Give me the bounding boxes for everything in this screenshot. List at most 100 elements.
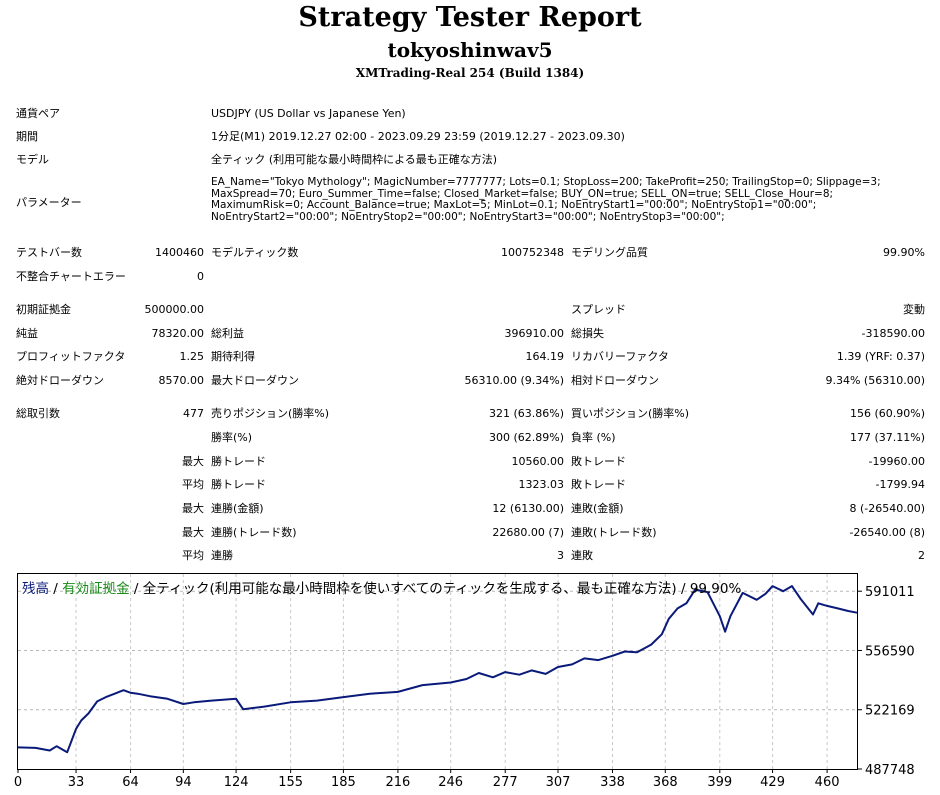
gross-loss-value: -318590.00 (861, 327, 925, 340)
avg-loss-label: 敗トレード (571, 478, 626, 491)
quality-value: 99.90% (883, 246, 925, 259)
x-tick-label: 460 (815, 775, 840, 790)
bars-label: テストバー数 (16, 246, 82, 259)
max-consec-wins-label: 連勝(金額) (211, 502, 264, 515)
x-tick-label: 0 (14, 775, 22, 790)
max-consec-wins-value: 12 (6130.00) (492, 502, 564, 515)
x-tick-label: 246 (438, 775, 463, 790)
max-consec-losses-value: 8 (-26540.00) (849, 502, 925, 515)
deposit-value: 500000.00 (144, 303, 205, 316)
short-value: 321 (63.86%) (488, 407, 564, 420)
gross-loss-label: 総損失 (571, 327, 604, 340)
abs-dd-value: 8570.00 (158, 374, 205, 387)
x-tick-label: 429 (760, 775, 785, 790)
chart-grid (18, 574, 857, 769)
max-consec-loss-label: 連敗(トレード数) (571, 526, 657, 539)
symbol-label: 通貨ペア (16, 107, 60, 120)
spread-label: スプレッド (571, 303, 626, 316)
params-line: MaximumRisk=0; Account_Balance=true; Max… (211, 199, 817, 211)
deposit-label: 初期証拠金 (16, 303, 71, 316)
rf-label: リカバリーファクタ (571, 350, 669, 363)
params-line: NoEntryStart2="00:00"; NoEntryStop2="00:… (211, 210, 725, 223)
params-line: EA_Name="Tokyo Mythology"; MagicNumber=7… (211, 176, 881, 188)
long-value: 156 (60.90%) (849, 407, 925, 420)
avg-win-value: 1323.03 (518, 478, 565, 491)
net-label: 純益 (16, 327, 38, 340)
errors-value: 0 (197, 270, 204, 283)
params-line: MaxSpread=70; Euro_Summer_Time=false; Cl… (211, 187, 834, 200)
avg-prefix-2: 平均 (182, 549, 204, 562)
avg-consec-wins-label: 連勝 (211, 549, 233, 562)
payoff-value: 164.19 (525, 350, 565, 363)
caption-rest: / 全ティック(利用可能な最小時間枠を使いすべてのティックを生成する、最も正確な… (129, 581, 742, 597)
payoff-label: 期待利得 (211, 350, 255, 363)
period-value: 1分足(M1) 2019.12.27 02:00 - 2023.09.29 23… (211, 130, 625, 143)
balance-chart: 591011 556590 522169 487748 0 33 64 94 124 155 18… (14, 573, 915, 790)
short-label: 売りポジション(勝率%) (211, 407, 330, 420)
avg-consec-losses-label: 連敗 (571, 549, 593, 562)
avg-consec-losses-value: 2 (918, 549, 925, 562)
x-tick-label: 307 (546, 775, 571, 790)
y-axis: 591011 556590 522169 487748 (857, 585, 915, 778)
x-tick-label: 216 (386, 775, 411, 790)
avg-consec-wins-value: 3 (557, 549, 564, 562)
net-value: 78320.00 (151, 327, 205, 340)
max-consec-profit-value: 22680.00 (7) (492, 526, 564, 539)
largest-win-label: 勝トレード (211, 455, 266, 468)
max-prefix-2: 最大 (182, 526, 204, 539)
max-consec-profit-label: 連勝(トレード数) (211, 526, 297, 539)
long-label: 買いポジション(勝率%) (571, 407, 690, 420)
largest-win-value: 10560.00 (511, 455, 565, 468)
report-title: Strategy Tester Report (298, 2, 642, 33)
max-consec-loss-value: -26540.00 (8) (849, 526, 925, 539)
bars-value: 1400460 (155, 246, 204, 259)
x-tick-label: 155 (278, 775, 303, 790)
ticks-label: モデルティック数 (211, 246, 299, 259)
loss-label: 負率 (%) (571, 431, 616, 444)
caption-balance: 残高 (22, 581, 49, 597)
y-tick-label: 487748 (865, 763, 915, 778)
max-consec-losses-label: 連敗(金額) (571, 502, 624, 515)
spread-value: 変動 (903, 303, 925, 316)
ea-name: tokyoshinwav5 (387, 38, 553, 62)
win-label: 勝率(%) (211, 431, 253, 444)
plot-frame (17, 573, 858, 770)
avg-loss-value: -1799.94 (875, 478, 925, 491)
x-tick-label: 33 (68, 775, 85, 790)
total-trades-label: 総取引数 (16, 407, 60, 420)
loss-value: 177 (37.11%) (849, 431, 925, 444)
gross-profit-label: 総利益 (211, 327, 244, 340)
y-tick-label: 591011 (865, 585, 915, 600)
errors-label: 不整合チャートエラー (16, 270, 126, 283)
caption-equity: 有効証拠金 (62, 581, 130, 597)
rel-dd-value: 9.34% (56310.00) (825, 374, 925, 387)
quality-label: モデリング品質 (571, 246, 648, 259)
x-tick-label: 277 (493, 775, 518, 790)
y-tick-label: 556590 (865, 644, 915, 659)
x-tick-label: 185 (331, 775, 356, 790)
period-label: 期間 (16, 130, 38, 143)
gross-profit-value: 396910.00 (504, 327, 565, 340)
params-label: パラメーター (16, 196, 82, 209)
x-tick-label: 399 (707, 775, 732, 790)
max-prefix: 最大 (182, 502, 204, 515)
largest-loss-value: -19960.00 (868, 455, 925, 468)
x-axis: 0 33 64 94 124 155 185 216 246 277 307 338 368 399 429… (14, 769, 840, 790)
model-value: 全ティック (利用可能な最小時間枠による最も正確な方法) (211, 153, 498, 166)
largest-prefix: 最大 (182, 455, 204, 468)
x-tick-label: 64 (122, 775, 139, 790)
server-info: XMTrading-Real 254 (Build 1384) (355, 66, 585, 80)
params-text: EA_Name="Tokyo Mythology"; MagicNumber=7… (211, 176, 881, 223)
x-tick-label: 338 (600, 775, 625, 790)
x-tick-label: 94 (175, 775, 192, 790)
avg-win-label: 勝トレード (211, 478, 266, 491)
x-tick-label: 368 (653, 775, 678, 790)
pf-label: プロフィットファクタ (16, 350, 126, 363)
symbol-value: USDJPY (US Dollar vs Japanese Yen) (211, 107, 406, 120)
total-trades-value: 477 (183, 407, 204, 420)
x-tick-label: 124 (224, 775, 249, 790)
caption-separator: / (49, 581, 63, 597)
chart-caption: 残高 / 有効証拠金 / 全ティック(利用可能な最小時間枠を使いすべてのティック… (22, 577, 741, 597)
y-tick-label: 522169 (865, 704, 915, 719)
max-dd-label: 最大ドローダウン (211, 374, 299, 387)
